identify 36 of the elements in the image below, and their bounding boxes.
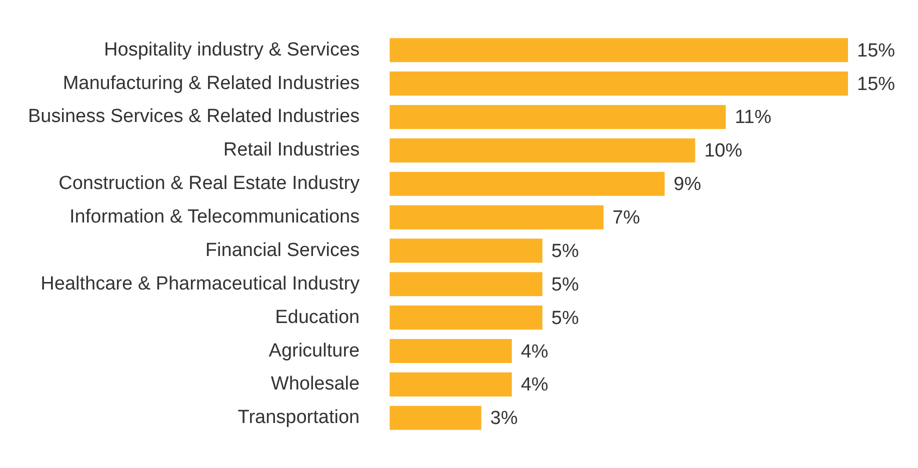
bar — [390, 272, 542, 296]
data-label: 5% — [551, 308, 579, 329]
y-tick-label: Information & Telecommunications — [70, 206, 360, 228]
bar — [390, 306, 542, 330]
y-tick-label: Financial Services — [205, 240, 360, 261]
data-label: 4% — [520, 341, 548, 362]
bar — [390, 104, 726, 130]
bar — [390, 372, 512, 396]
y-tick-label: Healthcare & Pharmaceutical Industry — [40, 273, 360, 294]
y-tick-label: Business Services & Related Industries — [28, 106, 360, 128]
y-tick-label: Hospitality industry & Services — [104, 39, 360, 60]
data-label: 9% — [674, 174, 702, 196]
data-label: 5% — [551, 240, 579, 262]
bar — [390, 138, 696, 162]
y-tick-label: Transportation — [238, 407, 360, 428]
bar — [390, 406, 482, 430]
bar — [390, 172, 665, 196]
data-label: 3% — [490, 408, 518, 430]
data-label: 7% — [612, 208, 640, 229]
data-label: 10% — [704, 140, 742, 162]
bar — [390, 238, 542, 263]
y-tick-label: Education — [275, 306, 360, 328]
bar — [390, 38, 848, 62]
data-label: 5% — [551, 274, 579, 296]
data-label: 4% — [520, 374, 548, 396]
bar — [390, 72, 848, 96]
bar — [390, 205, 604, 230]
y-tick-label: Retail Industries — [223, 140, 360, 161]
data-label: 11% — [734, 107, 772, 128]
y-tick-label: Manufacturing & Related Industries — [62, 72, 360, 94]
y-tick-label: Wholesale — [270, 374, 360, 395]
y-tick-label: Construction & Real Estate Industry — [58, 173, 360, 194]
bar — [390, 338, 512, 364]
data-label: 15% — [857, 40, 896, 62]
data-label: 15% — [857, 74, 896, 95]
y-tick-label: Agriculture — [268, 340, 360, 362]
